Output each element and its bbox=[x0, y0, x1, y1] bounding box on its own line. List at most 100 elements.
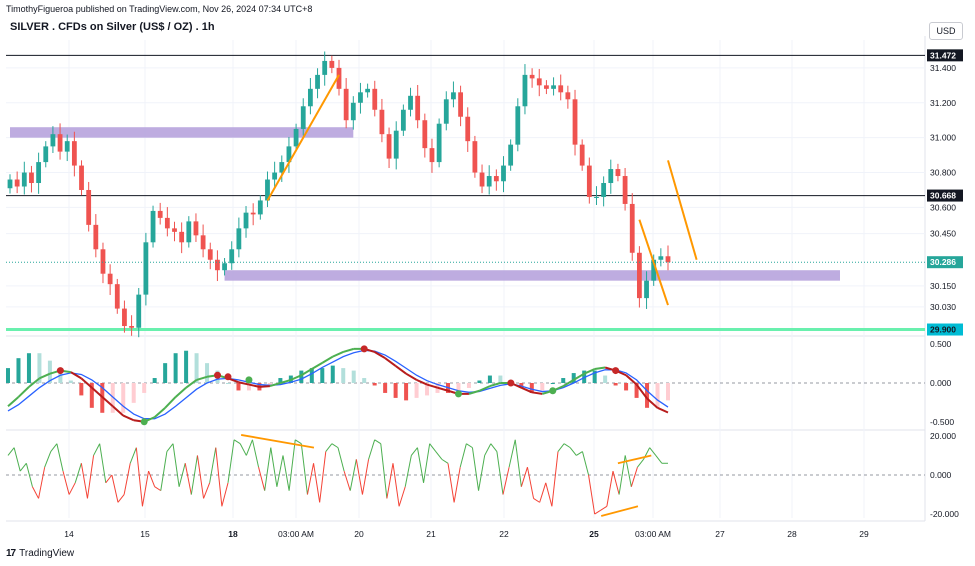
price-tick-label: 31.400 bbox=[930, 63, 956, 73]
macd-histogram-bar bbox=[226, 383, 230, 384]
candle bbox=[393, 121, 399, 170]
oscillator-line-segment bbox=[606, 471, 614, 507]
candle-body bbox=[43, 146, 49, 163]
macd-histogram-bar bbox=[362, 378, 367, 383]
time-tick-label: 14 bbox=[64, 529, 74, 539]
macd-line-segment bbox=[7, 396, 20, 408]
oscillator-line-segment bbox=[588, 474, 596, 515]
time-tick-label: 22 bbox=[499, 529, 509, 539]
candle-body bbox=[307, 88, 313, 107]
candle-body bbox=[164, 217, 170, 229]
time-tick: 22 bbox=[499, 529, 509, 539]
candle bbox=[172, 221, 177, 242]
time-tick: 18 bbox=[228, 529, 238, 539]
price-tick-label: 30.600 bbox=[930, 202, 956, 212]
candle bbox=[100, 242, 106, 284]
macd-line-segment bbox=[374, 351, 386, 360]
macd-line-segment bbox=[531, 391, 543, 395]
oscillator-line-segment bbox=[258, 467, 266, 491]
oscillator-line-segment bbox=[105, 474, 113, 484]
candle bbox=[665, 245, 671, 271]
candle bbox=[43, 141, 49, 168]
macd-tick-label: -0.500 bbox=[930, 417, 954, 427]
macd-line-segment bbox=[384, 357, 397, 367]
oscillator-line-segment bbox=[215, 447, 223, 507]
oscillator-panel[interactable] bbox=[6, 434, 925, 517]
candle bbox=[157, 202, 163, 225]
candle-body bbox=[257, 200, 263, 215]
oscillator-line-segment bbox=[581, 451, 590, 476]
macd-histogram-bar bbox=[351, 370, 356, 383]
candle-body bbox=[629, 203, 635, 253]
price-tick-label: 30.030 bbox=[930, 302, 956, 312]
macd-histogram-bar bbox=[341, 368, 346, 383]
candle bbox=[551, 77, 556, 96]
candle-body bbox=[250, 212, 256, 215]
candle bbox=[365, 83, 371, 98]
bearish-cross-marker bbox=[612, 367, 620, 375]
macd-histogram-bar bbox=[309, 368, 314, 383]
level-price-label: 30.668 bbox=[930, 191, 956, 201]
candle-body bbox=[143, 242, 149, 295]
candle bbox=[243, 206, 249, 238]
time-tick-label: 28 bbox=[787, 529, 797, 539]
oscillator-line-segment bbox=[172, 443, 180, 487]
time-tick: 25 bbox=[589, 529, 599, 539]
oscillator-line-segment bbox=[264, 447, 272, 491]
candle bbox=[379, 98, 385, 143]
candle bbox=[250, 203, 256, 226]
candle-body bbox=[658, 256, 664, 260]
oscillator-line-segment bbox=[135, 447, 143, 507]
oscillator-line-segment bbox=[129, 447, 137, 464]
price-tick-label: 30.150 bbox=[930, 281, 956, 291]
candle bbox=[408, 87, 413, 117]
oscillator-line-segment bbox=[19, 462, 27, 472]
candle bbox=[21, 161, 27, 195]
candle-body bbox=[393, 130, 399, 159]
oscillator-line-segment bbox=[496, 451, 504, 495]
time-tick: 29 bbox=[859, 529, 869, 539]
candle bbox=[522, 64, 528, 115]
oscillator-line-segment bbox=[178, 463, 186, 487]
candle-body bbox=[358, 92, 363, 103]
oscillator-line-segment bbox=[416, 447, 425, 483]
macd-panel[interactable] bbox=[6, 345, 925, 426]
oscillator-line-segment bbox=[68, 482, 76, 495]
bullish-cross-marker bbox=[140, 418, 148, 426]
oscillator-line-segment bbox=[245, 439, 253, 456]
oscillator-line-segment bbox=[563, 443, 571, 449]
candle bbox=[486, 165, 492, 195]
candle bbox=[122, 300, 127, 333]
candle-body bbox=[50, 134, 56, 147]
oscillator-line-segment bbox=[300, 443, 308, 495]
oscillator-line-segment bbox=[325, 443, 333, 452]
candle bbox=[329, 55, 335, 74]
macd-line-segment bbox=[101, 396, 114, 408]
price-panel[interactable] bbox=[6, 51, 925, 338]
macd-histogram-bar bbox=[456, 383, 461, 393]
time-tick-label: 29 bbox=[859, 529, 869, 539]
time-tick-label: 03:00 AM bbox=[278, 529, 314, 539]
level-price-label: 29.900 bbox=[930, 325, 956, 335]
candle-body bbox=[293, 128, 299, 147]
macd-line-segment bbox=[290, 374, 302, 381]
candle-body bbox=[594, 196, 599, 198]
macd-histogram-bar bbox=[16, 358, 21, 383]
macd-histogram-bar bbox=[655, 383, 660, 408]
macd-histogram-bar bbox=[152, 378, 157, 383]
candle bbox=[229, 241, 235, 270]
currency-button[interactable]: USD bbox=[929, 22, 963, 40]
oscillator-line-segment bbox=[508, 439, 516, 468]
macd-histogram-bar bbox=[37, 353, 42, 383]
candle bbox=[608, 159, 614, 194]
oscillator-line-segment bbox=[453, 467, 461, 503]
candle-body bbox=[350, 102, 356, 121]
candle-body bbox=[651, 259, 657, 281]
candle bbox=[658, 248, 664, 267]
tradingview-brand[interactable]: 17 TradingView bbox=[6, 548, 74, 559]
macd-histogram-bar bbox=[540, 383, 545, 391]
candle bbox=[279, 155, 285, 182]
oscillator-line-segment bbox=[50, 443, 58, 452]
candle bbox=[636, 246, 642, 308]
